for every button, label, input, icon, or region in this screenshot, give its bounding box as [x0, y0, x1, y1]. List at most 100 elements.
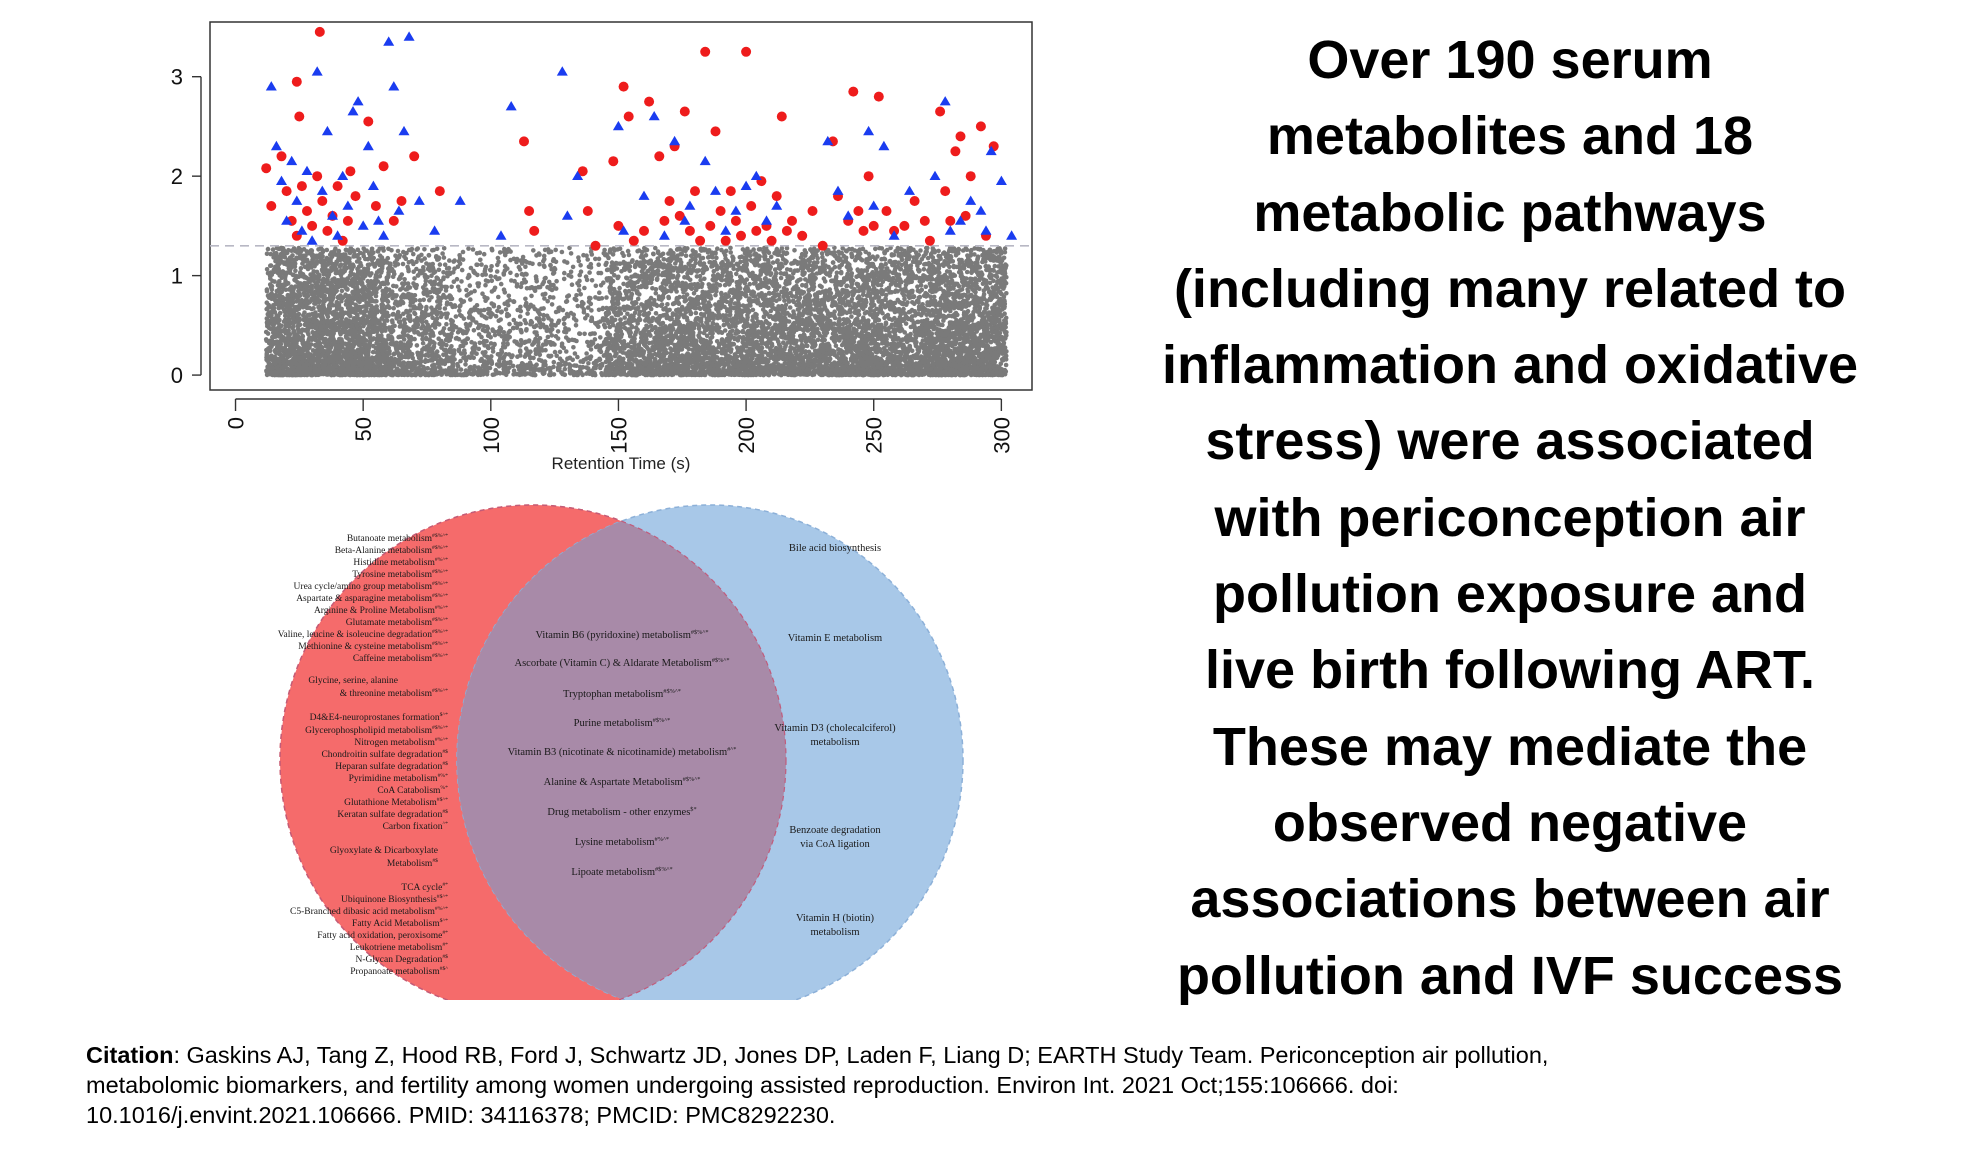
gray-point	[449, 284, 454, 290]
gray-point	[472, 341, 478, 346]
gray-point	[593, 295, 598, 300]
gray-point	[272, 369, 278, 375]
gray-point	[446, 265, 452, 271]
gray-point	[478, 257, 483, 263]
gray-point	[289, 248, 294, 253]
gray-point	[607, 248, 613, 254]
gray-point	[547, 372, 552, 378]
gray-point	[481, 340, 486, 346]
gray-point	[312, 253, 317, 258]
gray-point	[588, 318, 594, 324]
gray-point	[607, 285, 612, 291]
gray-point	[621, 259, 626, 265]
gray-point	[467, 283, 473, 288]
gray-point	[357, 351, 363, 357]
gray-point	[305, 283, 310, 289]
gray-point	[419, 314, 424, 319]
gray-point	[333, 246, 338, 251]
gray-point	[547, 354, 553, 359]
gray-point	[412, 362, 417, 367]
gray-point	[530, 366, 536, 372]
gray-point	[641, 351, 646, 356]
gray-point	[352, 310, 358, 316]
gray-point	[525, 311, 530, 316]
gray-point	[622, 307, 627, 313]
gray-point	[362, 312, 367, 318]
gray-point	[347, 250, 353, 256]
gray-point	[373, 365, 379, 371]
gray-point	[596, 262, 601, 268]
gray-point	[390, 320, 395, 325]
gray-point	[520, 254, 526, 260]
gray-point	[453, 314, 459, 319]
gray-point	[514, 272, 520, 278]
gray-point	[310, 291, 316, 297]
gray-point	[541, 253, 547, 259]
gray-point	[541, 263, 547, 268]
gray-point	[540, 366, 545, 371]
gray-point	[364, 303, 369, 308]
gray-point	[649, 340, 655, 346]
gray-point	[637, 317, 643, 323]
gray-point	[350, 262, 356, 268]
gray-point	[306, 353, 311, 359]
gray-point	[358, 269, 364, 274]
gray-point	[507, 297, 512, 303]
gray-point	[365, 291, 371, 297]
gray-point	[447, 365, 452, 371]
gray-point	[303, 275, 309, 280]
gray-point	[412, 310, 417, 316]
gray-point	[468, 364, 473, 370]
gray-point	[269, 287, 275, 292]
gray-point	[270, 247, 276, 252]
gray-point	[562, 259, 567, 264]
gray-point	[489, 264, 494, 269]
gray-point	[470, 316, 475, 321]
gray-point	[309, 286, 315, 292]
gray-point	[290, 343, 296, 348]
gray-point	[625, 311, 630, 317]
gray-point	[542, 247, 548, 253]
gray-point	[626, 358, 632, 363]
gray-point	[441, 292, 446, 298]
gray-point	[641, 265, 647, 270]
gray-point	[511, 256, 517, 262]
gray-point	[460, 343, 466, 349]
gray-point	[335, 320, 341, 326]
gray-point	[279, 345, 284, 351]
gray-point	[530, 342, 535, 347]
gray-point	[274, 255, 280, 261]
gray-point	[508, 270, 513, 276]
gray-point	[589, 278, 595, 283]
gray-point	[622, 315, 627, 320]
gray-point	[298, 285, 303, 290]
gray-point	[264, 267, 270, 272]
gray-point	[505, 336, 510, 342]
gray-point	[482, 368, 487, 373]
gray-point	[305, 288, 310, 293]
gray-point	[356, 342, 362, 348]
gray-point	[369, 246, 375, 252]
gray-point	[393, 263, 398, 268]
gray-point	[331, 350, 337, 356]
gray-point	[363, 342, 369, 348]
gray-point	[330, 333, 336, 339]
gray-point	[617, 355, 622, 360]
gray-point	[401, 324, 407, 330]
gray-point	[579, 299, 585, 305]
gray-point	[297, 350, 303, 356]
gray-point	[438, 370, 444, 376]
gray-point	[420, 369, 426, 374]
gray-point	[568, 269, 574, 275]
gray-point	[506, 293, 512, 299]
gray-point	[338, 294, 344, 300]
gray-point	[366, 271, 372, 277]
gray-point	[427, 279, 433, 285]
gray-point	[549, 302, 555, 307]
gray-point	[502, 263, 508, 269]
gray-point	[379, 333, 384, 339]
gray-point	[585, 366, 591, 372]
gray-point	[507, 328, 513, 334]
gray-point	[489, 354, 494, 359]
